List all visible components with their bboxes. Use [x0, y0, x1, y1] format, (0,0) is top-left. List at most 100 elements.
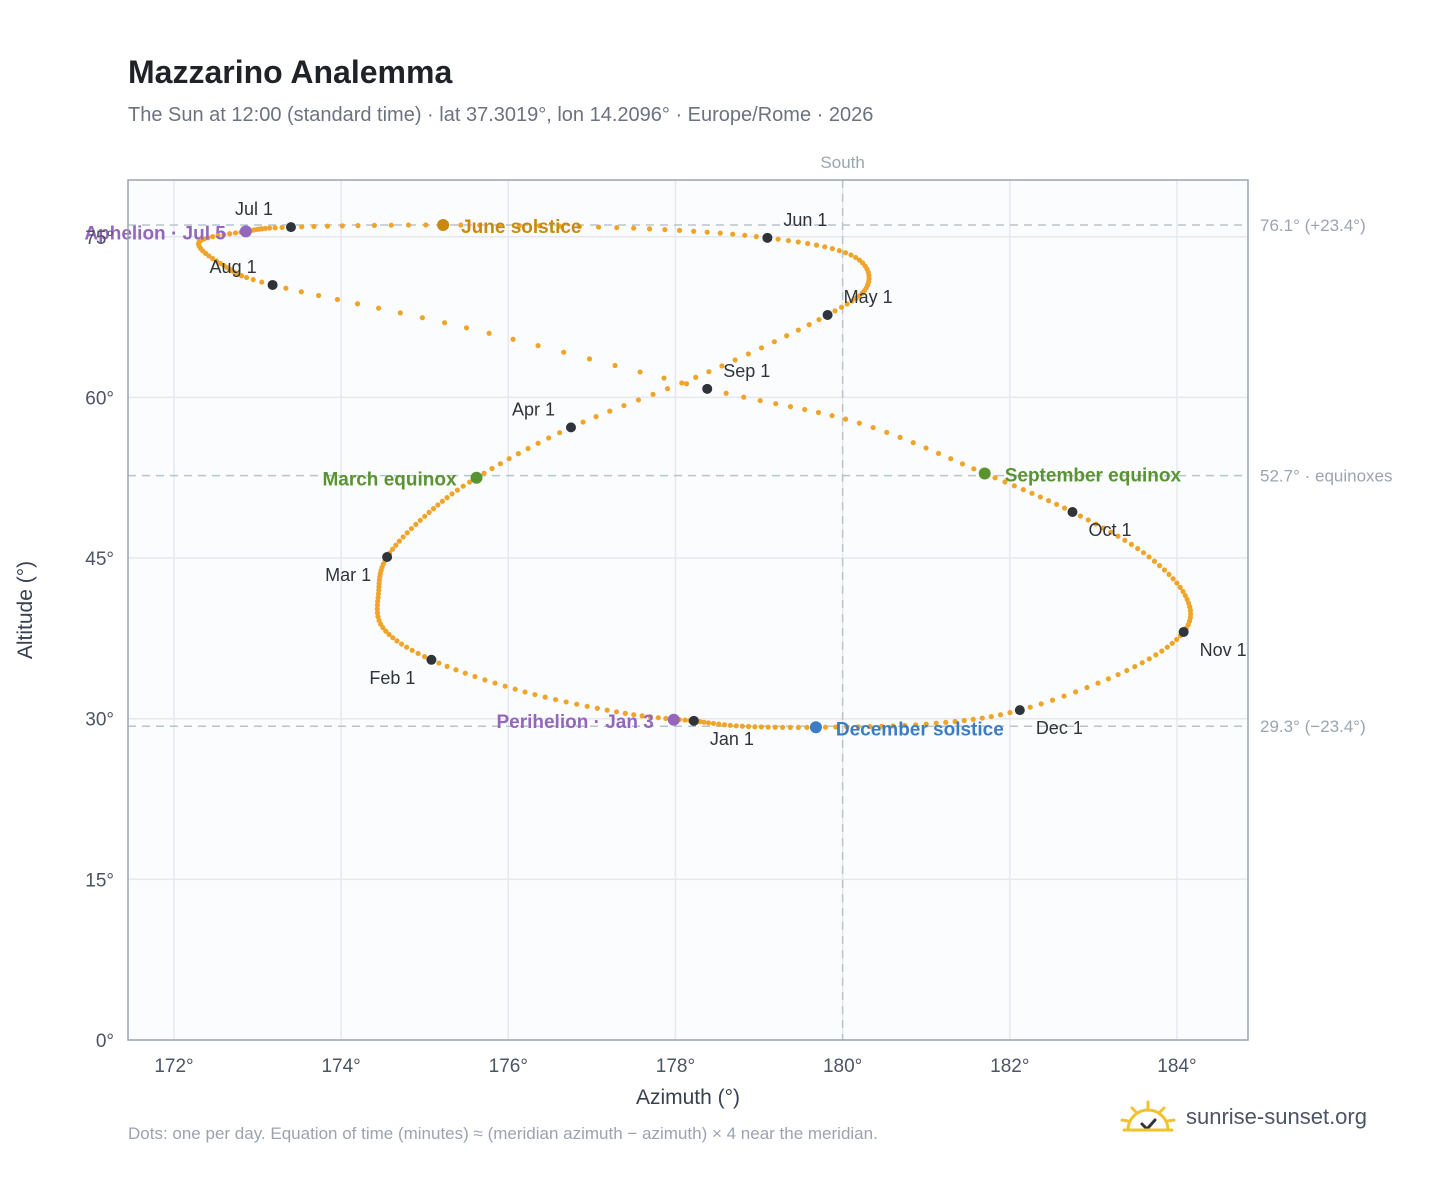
daily-sun-dot [453, 667, 459, 673]
brand[interactable]: sunrise-sunset.org [1120, 1100, 1367, 1134]
daily-sun-dot [205, 235, 211, 241]
daily-sun-dot [354, 301, 361, 307]
footnote: Dots: one per day. Equation of time (min… [128, 1124, 878, 1143]
daily-sun-dot [647, 714, 653, 720]
daily-sun-dot [375, 614, 381, 620]
daily-sun-dot [780, 724, 786, 730]
reference-line-label: 76.1° (+23.4°) [1260, 216, 1366, 235]
daily-sun-dot [1180, 588, 1186, 595]
daily-sun-dot [405, 222, 412, 228]
daily-sun-dot [646, 226, 653, 232]
daily-sun-dot [244, 274, 250, 281]
y-axis-label: Altitude (°) [14, 561, 37, 659]
daily-sun-dot [489, 465, 495, 472]
daily-sun-dot [444, 495, 450, 501]
daily-sun-dot [943, 719, 949, 725]
daily-sun-dot [299, 224, 305, 230]
daily-sun-dot [829, 246, 836, 252]
daily-sun-dot [635, 397, 642, 403]
daily-sun-dot [435, 502, 441, 508]
daily-sun-dot [795, 239, 801, 245]
reference-line-label: 52.7° · equinoxes [1260, 467, 1393, 486]
daily-sun-dot [721, 722, 728, 728]
daily-sun-dot [613, 709, 620, 715]
daily-sun-dot [1153, 652, 1159, 658]
daily-sun-dot [576, 223, 583, 230]
daily-sun-dot [355, 222, 361, 229]
daily-sun-dot [784, 333, 790, 339]
daily-sun-dot [594, 705, 600, 711]
daily-sun-dot [595, 224, 602, 230]
daily-sun-dot [913, 722, 919, 728]
daily-sun-dot [848, 252, 854, 258]
daily-sun-dot [795, 327, 801, 333]
daily-sun-dot [650, 391, 656, 397]
daily-sun-dot [259, 279, 265, 285]
daily-sun-dot [661, 375, 667, 381]
month-marker-dot [822, 309, 833, 320]
chart-subtitle: The Sun at 12:00 (standard time) · lat 3… [128, 104, 874, 126]
daily-sun-dot [421, 654, 428, 660]
daily-sun-dot [970, 716, 976, 722]
daily-sun-dot [693, 374, 699, 380]
daily-sun-dot [822, 244, 828, 250]
daily-sun-dot [631, 225, 637, 231]
daily-sun-dot [822, 724, 829, 730]
daily-sun-dot [1135, 545, 1141, 552]
daily-sun-dot [535, 440, 541, 446]
event-marker-label: March equinox [322, 470, 457, 491]
daily-sun-dot [408, 525, 415, 532]
daily-sun-dot [339, 223, 345, 229]
daily-sun-dot [557, 223, 563, 229]
daily-sun-dot [856, 257, 863, 263]
daily-sun-dot [415, 650, 421, 657]
daily-sun-dot [1061, 693, 1067, 699]
daily-sun-dot [502, 683, 508, 689]
daily-sun-dot [719, 363, 725, 369]
daily-sun-dot [867, 724, 873, 730]
daily-sun-dot [227, 231, 233, 237]
daily-sun-dot [386, 631, 392, 638]
daily-sun-dot [739, 723, 745, 729]
daily-sun-dot [663, 715, 669, 722]
daily-sun-dot [1115, 671, 1121, 678]
daily-sun-dot [546, 435, 552, 441]
daily-sun-dot [988, 713, 994, 720]
daily-sun-dot [923, 445, 929, 451]
month-marker-label: Feb 1 [369, 668, 415, 688]
daily-sun-dot [655, 715, 661, 721]
month-marker-label: Aug 1 [210, 257, 257, 277]
daily-sun-dot [795, 724, 802, 731]
daily-sun-dot [836, 247, 842, 254]
daily-sun-dot [802, 406, 808, 413]
daily-sun-dot [481, 470, 487, 476]
daily-sun-dot [704, 229, 710, 235]
daily-sun-dot [512, 686, 518, 692]
daily-sun-dot [733, 723, 739, 729]
daily-sun-dot [1166, 571, 1172, 577]
month-marker-label: Jun 1 [783, 210, 827, 230]
y-tick-label: 15° [85, 870, 114, 891]
daily-sun-dot [855, 724, 861, 730]
daily-sun-dot [730, 231, 736, 237]
daily-sun-dot [250, 277, 256, 283]
daily-sun-dot [522, 689, 528, 695]
daily-sun-dot [1164, 644, 1170, 650]
daily-sun-dot [607, 408, 613, 414]
daily-sun-dot [832, 308, 838, 314]
daily-sun-dot [1061, 505, 1068, 511]
month-marker-dot [267, 279, 278, 290]
daily-sun-dot [426, 509, 432, 515]
daily-sun-dot [441, 320, 448, 326]
daily-sun-dot [400, 534, 406, 540]
daily-sun-dot [580, 419, 586, 425]
daily-sun-dot [574, 701, 580, 707]
event-marker-dot [437, 218, 450, 231]
daily-sun-dot [787, 404, 794, 410]
daily-sun-dot [752, 724, 758, 730]
x-tick-label: 180° [823, 1056, 862, 1077]
daily-sun-dot [664, 386, 671, 392]
daily-sun-dot [758, 345, 765, 351]
daily-sun-dot [1132, 664, 1138, 670]
